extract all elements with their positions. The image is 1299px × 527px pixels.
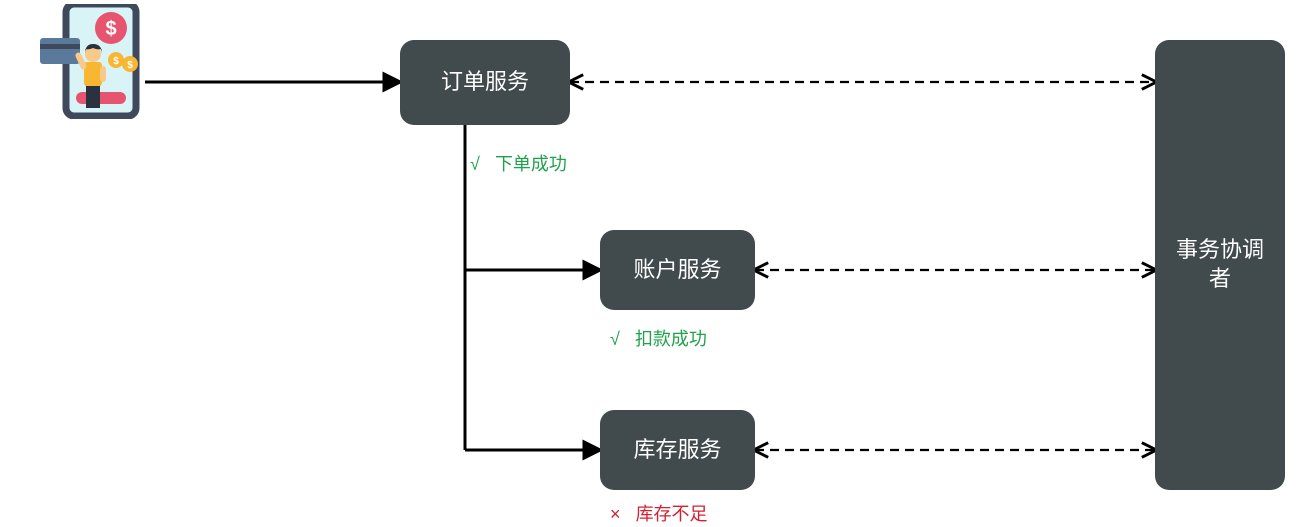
svg-text:$: $ bbox=[127, 60, 133, 71]
node-label: 库存服务 bbox=[633, 436, 721, 465]
node-order-service: 订单服务 bbox=[400, 40, 570, 125]
diagram-stage: $ $ $ bbox=[0, 0, 1299, 527]
node-label: 事务协调者 bbox=[1167, 236, 1273, 293]
status-text: 扣款成功 bbox=[635, 329, 707, 349]
status-order-success: √ 下单成功 bbox=[470, 150, 567, 176]
svg-text:$: $ bbox=[113, 56, 119, 67]
status-text: 下单成功 bbox=[495, 154, 567, 174]
status-text: 库存不足 bbox=[636, 504, 708, 524]
svg-text:$: $ bbox=[105, 18, 116, 40]
node-label: 订单服务 bbox=[441, 68, 529, 97]
node-label: 账户服务 bbox=[633, 256, 721, 285]
node-stock-service: 库存服务 bbox=[600, 410, 755, 490]
check-icon: √ bbox=[610, 329, 620, 349]
node-coordinator: 事务协调者 bbox=[1155, 40, 1285, 490]
status-stock-fail: × 库存不足 bbox=[610, 500, 708, 526]
status-account-success: √ 扣款成功 bbox=[610, 325, 707, 351]
check-icon: √ bbox=[470, 154, 480, 174]
node-account-service: 账户服务 bbox=[600, 230, 755, 310]
cross-icon: × bbox=[610, 504, 621, 524]
shopper-phone-icon: $ $ $ bbox=[36, 4, 146, 119]
